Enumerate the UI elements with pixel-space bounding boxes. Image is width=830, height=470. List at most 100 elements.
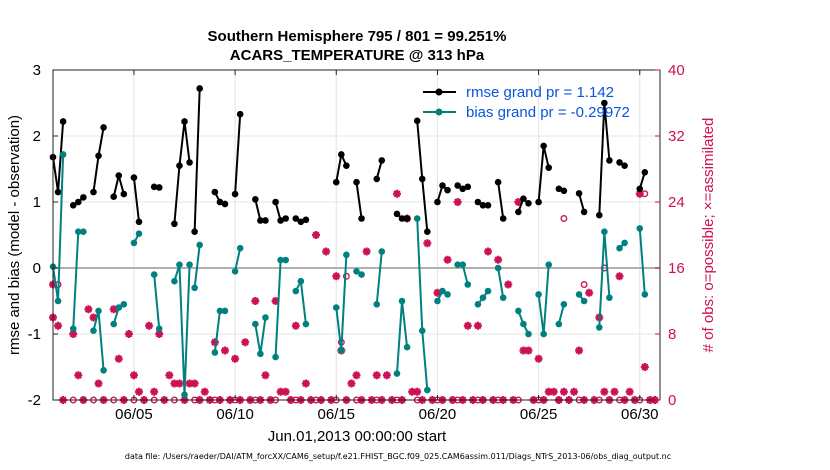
rmse-point <box>575 190 583 197</box>
bias-line-segment <box>497 267 505 298</box>
rmse-line-segment <box>355 182 363 219</box>
rmse-point <box>171 220 178 228</box>
bias-point <box>343 251 350 259</box>
obs-assimilated-marker <box>165 371 174 380</box>
asterisk-stroke <box>626 388 634 396</box>
rmse-point <box>150 183 158 191</box>
bias-point <box>100 367 107 374</box>
obs-assimilated-marker <box>251 297 260 305</box>
x-tick-label: 06/25 <box>520 406 558 423</box>
bias-point <box>257 350 264 358</box>
rmse-point <box>282 215 289 222</box>
asterisk-stroke <box>383 371 391 379</box>
asterisk-stroke <box>373 371 381 379</box>
bias-point <box>434 297 441 305</box>
rmse-point <box>515 208 522 216</box>
y-tick-label-right: 40 <box>668 62 685 79</box>
ticks: 06/05 06/10 06/15 06/20 06/25 06/30 -2 -1 0 1 2 3 0 8… <box>28 62 685 423</box>
asterisk-stroke <box>165 371 173 379</box>
asterisk-stroke <box>575 346 583 355</box>
bias-point <box>393 370 401 377</box>
footer-data-file: data file: /Users/raeder/DAI/ATM_forcXX/… <box>125 452 671 461</box>
bias-point <box>636 225 644 232</box>
rmse-point <box>216 198 224 206</box>
obs-assimilated-marker <box>484 247 493 256</box>
rmse-point <box>444 186 451 194</box>
rmse-point <box>555 185 563 193</box>
x-tick-label: 06/30 <box>621 406 659 423</box>
bias-point <box>191 284 198 292</box>
asterisk-stroke <box>600 388 608 396</box>
rmse-line-segment <box>497 182 505 219</box>
bias-point <box>231 268 239 275</box>
plot-frame <box>52 69 661 401</box>
rmse-point <box>343 162 350 169</box>
rmse-line-segment <box>234 114 242 195</box>
y-tick-label-right: 32 <box>668 128 685 145</box>
rmse-line-segment <box>132 177 140 222</box>
rmse-bias-lines <box>49 85 649 399</box>
obs-assimilated-marker <box>175 379 184 388</box>
asterisk-stroke <box>292 322 300 330</box>
bias-point <box>135 230 143 237</box>
asterisk-stroke <box>175 379 184 388</box>
bias-point <box>454 261 461 269</box>
rmse-point <box>484 202 492 209</box>
rmse-point <box>302 216 310 224</box>
y-axis-label-left: rmse and bias (model - observation) <box>6 115 23 355</box>
bias-point <box>378 248 386 255</box>
bias-point <box>54 297 62 305</box>
asterisk-stroke <box>251 297 259 305</box>
obs-assimilated-marker <box>575 346 584 355</box>
rmse-point <box>115 172 123 179</box>
rmse-point <box>479 202 487 209</box>
rmse-point <box>292 215 300 222</box>
obs-assimilated-marker <box>301 379 310 388</box>
obs-assimilated-marker <box>145 321 154 330</box>
rmse-point <box>176 162 183 169</box>
bias-point <box>130 239 138 247</box>
rmse-point <box>155 184 163 191</box>
bias-point <box>74 228 82 235</box>
obs-assimilated-marker <box>54 321 63 330</box>
obs-assimilated-marker <box>129 371 138 380</box>
asterisk-stroke <box>494 256 502 264</box>
bias-point <box>120 301 128 308</box>
asterisk-stroke <box>514 198 522 206</box>
bias-point <box>272 353 279 361</box>
rmse-point <box>413 117 421 125</box>
asterisk-stroke <box>201 388 209 396</box>
bias-point <box>484 287 492 295</box>
asterisk-stroke <box>312 231 320 239</box>
obs-assimilated-marker <box>74 371 83 380</box>
y-tick-label-left: 3 <box>33 62 41 79</box>
rmse-point <box>236 110 244 118</box>
rmse-point <box>494 178 502 186</box>
bias-point <box>155 325 163 333</box>
asterisk-stroke <box>271 297 280 305</box>
bias-point <box>641 291 649 298</box>
obs-assimilated-marker <box>322 247 331 256</box>
obs-assimilated-marker <box>615 272 624 281</box>
rmse-point <box>257 217 264 224</box>
rmse-point <box>636 185 644 193</box>
bias-point <box>211 349 219 356</box>
obs-assimilated-marker <box>625 387 634 396</box>
rmse-point <box>221 200 229 208</box>
rmse-point <box>403 215 411 222</box>
rmse-point <box>398 215 406 222</box>
rmse-point <box>74 198 82 206</box>
obs-assimilated-marker <box>463 321 472 330</box>
rmse-point <box>95 152 102 160</box>
rmse-point <box>110 193 117 201</box>
bias-point <box>535 291 542 298</box>
bias-point <box>297 277 305 285</box>
asterisk-stroke <box>610 388 619 396</box>
bias-point <box>80 228 87 235</box>
x-tick-label: 06/15 <box>317 406 355 423</box>
asterisk-stroke <box>221 346 229 355</box>
rmse-point <box>540 142 547 150</box>
asterisk-stroke <box>231 355 239 363</box>
rmse-point <box>130 174 138 181</box>
y-tick-label-left: 1 <box>33 194 41 211</box>
